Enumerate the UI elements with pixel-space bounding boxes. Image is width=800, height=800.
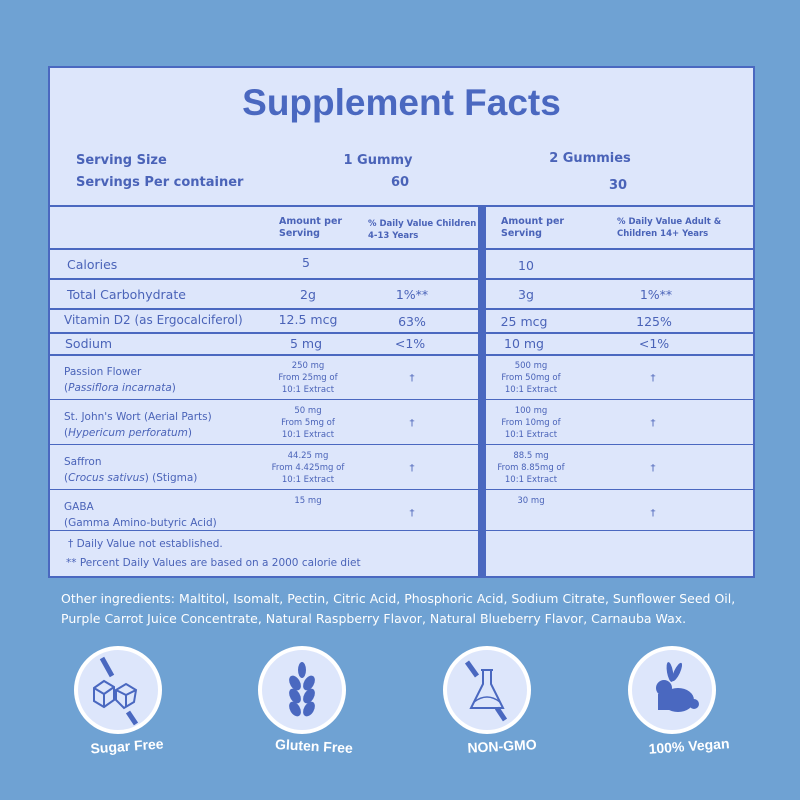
dagger-icon: † <box>650 463 656 474</box>
herb-amount-1: 250 mg From 25mg of 10:1 Extract <box>278 361 338 395</box>
dagger-icon: † <box>650 418 656 429</box>
col2-serving-size: 2 Gummies <box>549 151 631 166</box>
supplement-facts-panel: Supplement Facts Serving Size Servings P… <box>48 66 755 578</box>
page-title: Supplement Facts <box>242 82 561 123</box>
herb-amount-2: 30 mg <box>517 496 545 506</box>
herb-amount-2: 500 mg From 50mg of 10:1 Extract <box>501 361 561 395</box>
servings-per-container-label: Servings Per container <box>76 175 244 190</box>
herb-name: Saffron (Crocus sativus) (Stigma) <box>64 456 198 484</box>
herb-name: Passion Flower (Passiflora incarnata) <box>64 366 176 394</box>
herb-amount-2: 88.5 mg From 8.85mg of 10:1 Extract <box>497 451 565 485</box>
column-divider <box>478 207 486 578</box>
herb-name: St. John's Wort (Aerial Parts) (Hypericum… <box>64 411 212 439</box>
serving-size-label: Serving Size <box>76 153 167 168</box>
other-ingredients: Other ingredients: Maltitol, Isomalt, Pe… <box>61 591 736 626</box>
amount-header-2: Amount per Serving <box>501 216 565 239</box>
dv-children-header: % Daily Value Children 4-13 Years <box>368 219 477 241</box>
herb-amount-1: 50 mg From 5mg of 10:1 Extract <box>281 406 335 440</box>
dv-adult-header: % Daily Value Adult & Children 14+ Years <box>617 217 722 239</box>
flask-crossed-icon <box>464 660 508 722</box>
herb-name: GABA (Gamma Amino-butyric Acid) <box>64 501 217 529</box>
dagger-icon: † <box>650 508 656 519</box>
rabbit-icon <box>656 662 699 712</box>
badge-label: NON-GMO <box>467 736 537 756</box>
badge-label: Sugar Free <box>89 735 165 757</box>
dagger-icon: † <box>409 418 415 429</box>
vegan-badge <box>628 646 716 734</box>
dagger-icon: † <box>650 373 656 384</box>
herb-amount-1: 15 mg <box>294 496 322 506</box>
badge-label: 100% Vegan <box>648 735 730 757</box>
col1-serving-size: 1 Gummy <box>343 153 413 168</box>
dagger-icon: † <box>409 373 415 384</box>
wheat-icon <box>289 662 315 717</box>
amount-header-1: Amount per Serving <box>279 216 343 239</box>
herb-amount-2: 100 mg From 10mg of 10:1 Extract <box>501 406 561 440</box>
col1-servings: 60 <box>390 175 410 190</box>
non-gmo-badge <box>443 646 531 734</box>
col2-servings: 30 <box>608 178 628 193</box>
dagger-icon: † <box>409 463 415 474</box>
sugar-free-badge <box>74 646 162 734</box>
divider <box>50 205 753 207</box>
sugar-cubes-crossed-icon <box>93 656 139 726</box>
footnote: † Daily Value not established. <box>68 538 223 550</box>
badge-label: Gluten Free <box>274 735 354 757</box>
herb-amount-1: 44.25 mg From 4.425mg of 10:1 Extract <box>271 451 345 485</box>
gluten-free-badge <box>258 646 346 734</box>
footnote: ** Percent Daily Values are based on a 2… <box>66 557 361 569</box>
dagger-icon: † <box>409 508 415 519</box>
